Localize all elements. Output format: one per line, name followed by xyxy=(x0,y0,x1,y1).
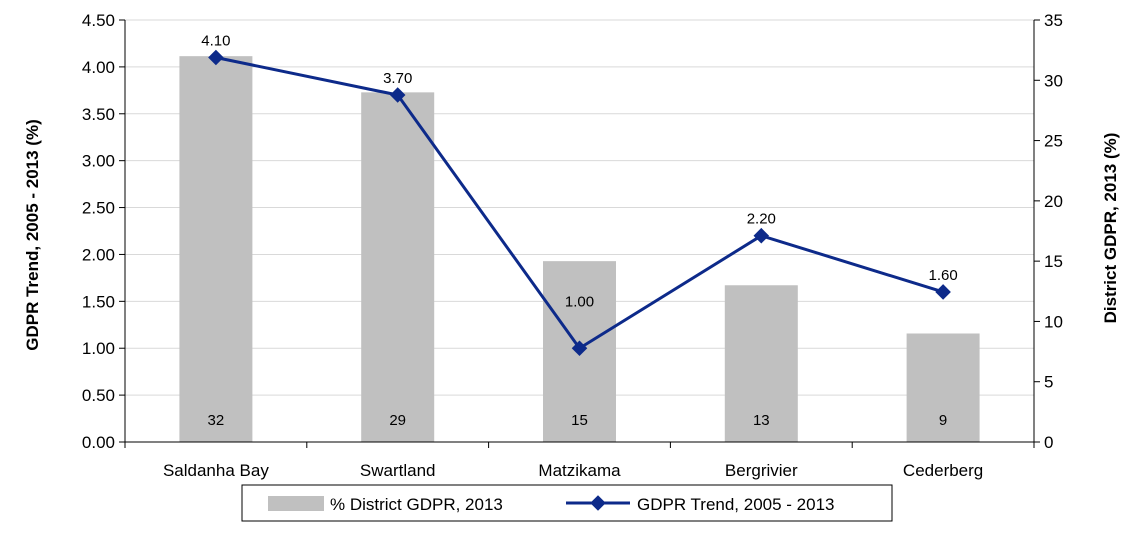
y-axis-title: GDPR Trend, 2005 - 2013 (%) xyxy=(23,119,42,350)
legend-bar-label: % District GDPR, 2013 xyxy=(330,495,503,514)
y-tick-label: 3.00 xyxy=(82,152,115,171)
bar xyxy=(724,285,798,442)
bar-value-label: 15 xyxy=(571,412,588,429)
y2-tick-label: 10 xyxy=(1044,312,1063,331)
y2-tick-label: 5 xyxy=(1044,373,1053,392)
bar xyxy=(906,333,980,442)
bar-value-label: 29 xyxy=(389,412,406,429)
bar xyxy=(361,92,435,442)
y2-tick-label: 35 xyxy=(1044,11,1063,30)
bar-value-label: 13 xyxy=(753,412,770,429)
bar-value-label: 9 xyxy=(939,412,947,429)
y2-tick-label: 0 xyxy=(1044,433,1053,452)
trend-point xyxy=(753,227,770,244)
x-tick-label: Swartland xyxy=(360,461,436,480)
y-tick-label: 0.00 xyxy=(82,433,115,452)
line-value-label: 1.00 xyxy=(565,293,594,310)
x-tick-label: Saldanha Bay xyxy=(163,461,269,480)
line-value-label: 1.60 xyxy=(928,267,957,284)
x-tick-label: Matzikama xyxy=(538,461,621,480)
x-tick-label: Bergrivier xyxy=(725,461,798,480)
axes: 0.00 0.50 1.00 1.50 2.00 2.50 3.00 3.50 4.00 4.50… xyxy=(82,11,1063,480)
y-tick-label: 1.50 xyxy=(82,292,115,311)
y2-tick-label: 30 xyxy=(1044,71,1063,90)
trend-point xyxy=(935,284,951,300)
y2-axis-title: District GDPR, 2013 (%) xyxy=(1101,133,1120,324)
y-tick-label: 3.50 xyxy=(82,105,115,124)
line-value-label: 2.20 xyxy=(747,211,776,228)
line-value-label: 3.70 xyxy=(383,70,412,87)
x-tick-label: Cederberg xyxy=(903,461,983,480)
legend-line-label: GDPR Trend, 2005 - 2013 xyxy=(637,495,835,514)
y-tick-label: 4.50 xyxy=(82,11,115,30)
bar-series xyxy=(179,56,980,443)
trend-point xyxy=(208,49,224,66)
y-tick-label: 2.50 xyxy=(82,199,115,218)
legend: % District GDPR, 2013 GDPR Trend, 2005 -… xyxy=(241,484,893,522)
y2-tick-label: 15 xyxy=(1044,252,1063,271)
y-tick-label: 4.00 xyxy=(82,58,115,77)
gridlines xyxy=(125,19,1034,396)
legend-bar-swatch xyxy=(268,496,324,511)
y2-tick-label: 20 xyxy=(1044,192,1063,211)
data-labels: 32 29 15 13 9 4.10 3.70 1.00 2.20 1.60 xyxy=(201,33,957,429)
line-value-label: 4.10 xyxy=(201,33,230,50)
bar-value-label: 32 xyxy=(208,412,225,429)
bar xyxy=(179,56,253,443)
y2-tick-label: 25 xyxy=(1044,132,1063,151)
y-tick-label: 1.00 xyxy=(82,339,115,358)
y-tick-label: 0.50 xyxy=(82,386,115,405)
y-tick-label: 2.00 xyxy=(82,245,115,264)
